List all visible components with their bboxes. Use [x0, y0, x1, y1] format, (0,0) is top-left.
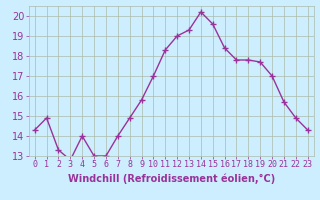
- X-axis label: Windchill (Refroidissement éolien,°C): Windchill (Refroidissement éolien,°C): [68, 173, 275, 184]
